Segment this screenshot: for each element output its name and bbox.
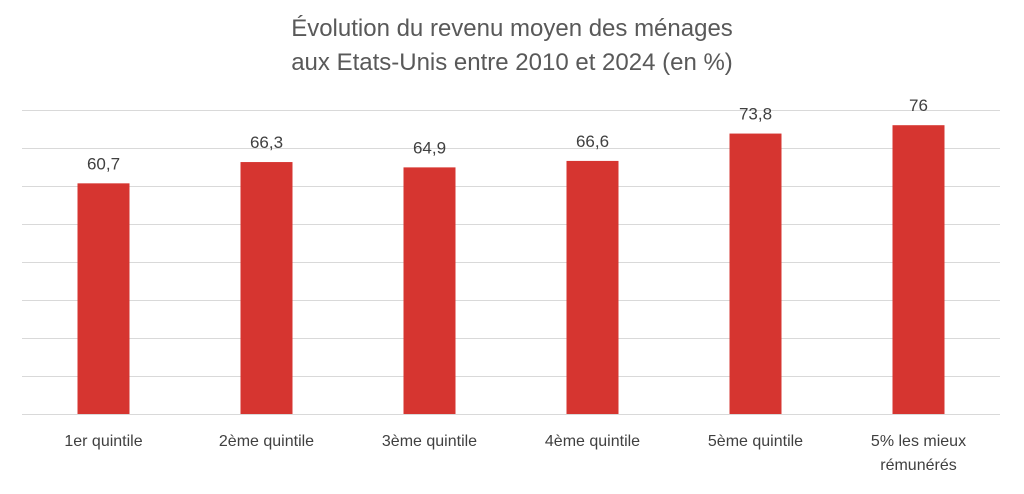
category-label-1-line-1: 1er quintile [64,433,142,450]
bar-3 [403,167,456,414]
data-label-2: 66,3 [250,133,283,152]
data-labels: 60,7 66,3 64,9 66,6 73,8 76 [87,96,928,173]
bar-4 [566,160,619,414]
category-label-2-line-1: 2ème quintile [219,433,314,450]
bar-6 [892,125,945,414]
category-label-6: 5% les mieux rémunérés [871,433,966,474]
category-label-5-line-1: 5ème quintile [708,433,803,450]
gridlines [22,110,1000,415]
category-labels: 1er quintile 2ème quintile 3ème quintile 4è… [64,433,966,474]
bar-2 [240,162,293,414]
chart-title-line-1: Évolution du revenu moyen des ménages [291,15,733,42]
data-label-4: 66,6 [576,132,609,151]
category-label-1: 1er quintile [64,433,142,450]
bar-1 [77,183,130,414]
bars [77,125,945,414]
category-label-5: 5ème quintile [708,433,803,450]
chart-title: Évolution du revenu moyen des ménages au… [0,12,1024,80]
data-label-1: 60,7 [87,154,120,173]
category-label-3: 3ème quintile [382,433,477,450]
category-label-2: 2ème quintile [219,433,314,450]
category-label-4: 4ème quintile [545,433,640,450]
category-label-4-line-1: 4ème quintile [545,433,640,450]
data-label-5: 73,8 [739,105,772,124]
category-label-3-line-1: 3ème quintile [382,433,477,450]
chart-title-line-2: aux Etats-Unis entre 2010 et 2024 (en %) [291,49,733,76]
data-label-6: 76 [909,96,928,115]
bar-5 [729,133,782,414]
data-label-3: 64,9 [413,138,446,157]
category-label-6-line-1: 5% les mieux [871,433,966,450]
category-label-6-line-2: rémunérés [880,457,956,474]
